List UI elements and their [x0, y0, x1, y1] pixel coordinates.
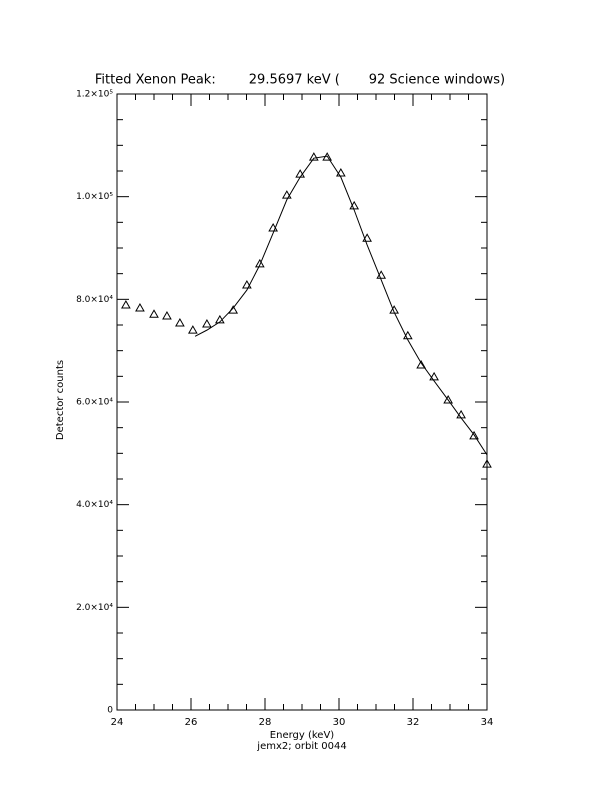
y-tick-label: 2.0×10⁴: [76, 603, 113, 613]
data-point: [121, 299, 131, 309]
subtitle: jemx2; orbit 0044: [256, 741, 346, 752]
x-axis-label: Energy (keV): [270, 730, 335, 741]
data-point: [281, 190, 292, 199]
x-tick-label: 28: [259, 717, 272, 728]
data-point: [242, 279, 252, 289]
x-tick-label: 32: [407, 717, 420, 728]
data-point: [135, 303, 145, 312]
y-tick-label: 8.0×10⁴: [76, 295, 113, 305]
y-tick-label: 1.2×10⁵: [76, 90, 113, 100]
data-point: [175, 317, 185, 327]
data-point: [429, 371, 439, 381]
data-point: [254, 258, 265, 268]
data-point: [162, 311, 172, 320]
data-point: [482, 459, 492, 468]
fit-line: [194, 155, 488, 456]
y-axis-label: Detector counts: [55, 360, 66, 440]
x-tick-label: 26: [185, 717, 198, 728]
y-tick-label: 0: [107, 706, 113, 716]
y-tick-label: 4.0×10⁴: [76, 500, 113, 510]
data-point: [443, 394, 454, 404]
data-point: [308, 152, 319, 161]
y-tick-label: 1.0×10⁵: [76, 192, 113, 202]
data-point: [202, 318, 212, 328]
plot-frame: [116, 93, 488, 711]
data-point: [469, 430, 479, 440]
data-point: [187, 325, 198, 334]
x-tick-label: 34: [481, 717, 494, 728]
data-point: [149, 309, 159, 318]
data-point: [416, 360, 427, 369]
data-point: [362, 233, 372, 242]
data-point: [335, 168, 346, 177]
y-tick-label: 6.0×10⁴: [76, 398, 113, 408]
x-tick-label: 30: [333, 717, 346, 728]
data-point: [228, 305, 239, 314]
x-tick-label: 24: [111, 717, 124, 728]
chart-title: Fitted Xenon Peak: 29.5697 keV ( 92 Scie…: [95, 73, 505, 88]
